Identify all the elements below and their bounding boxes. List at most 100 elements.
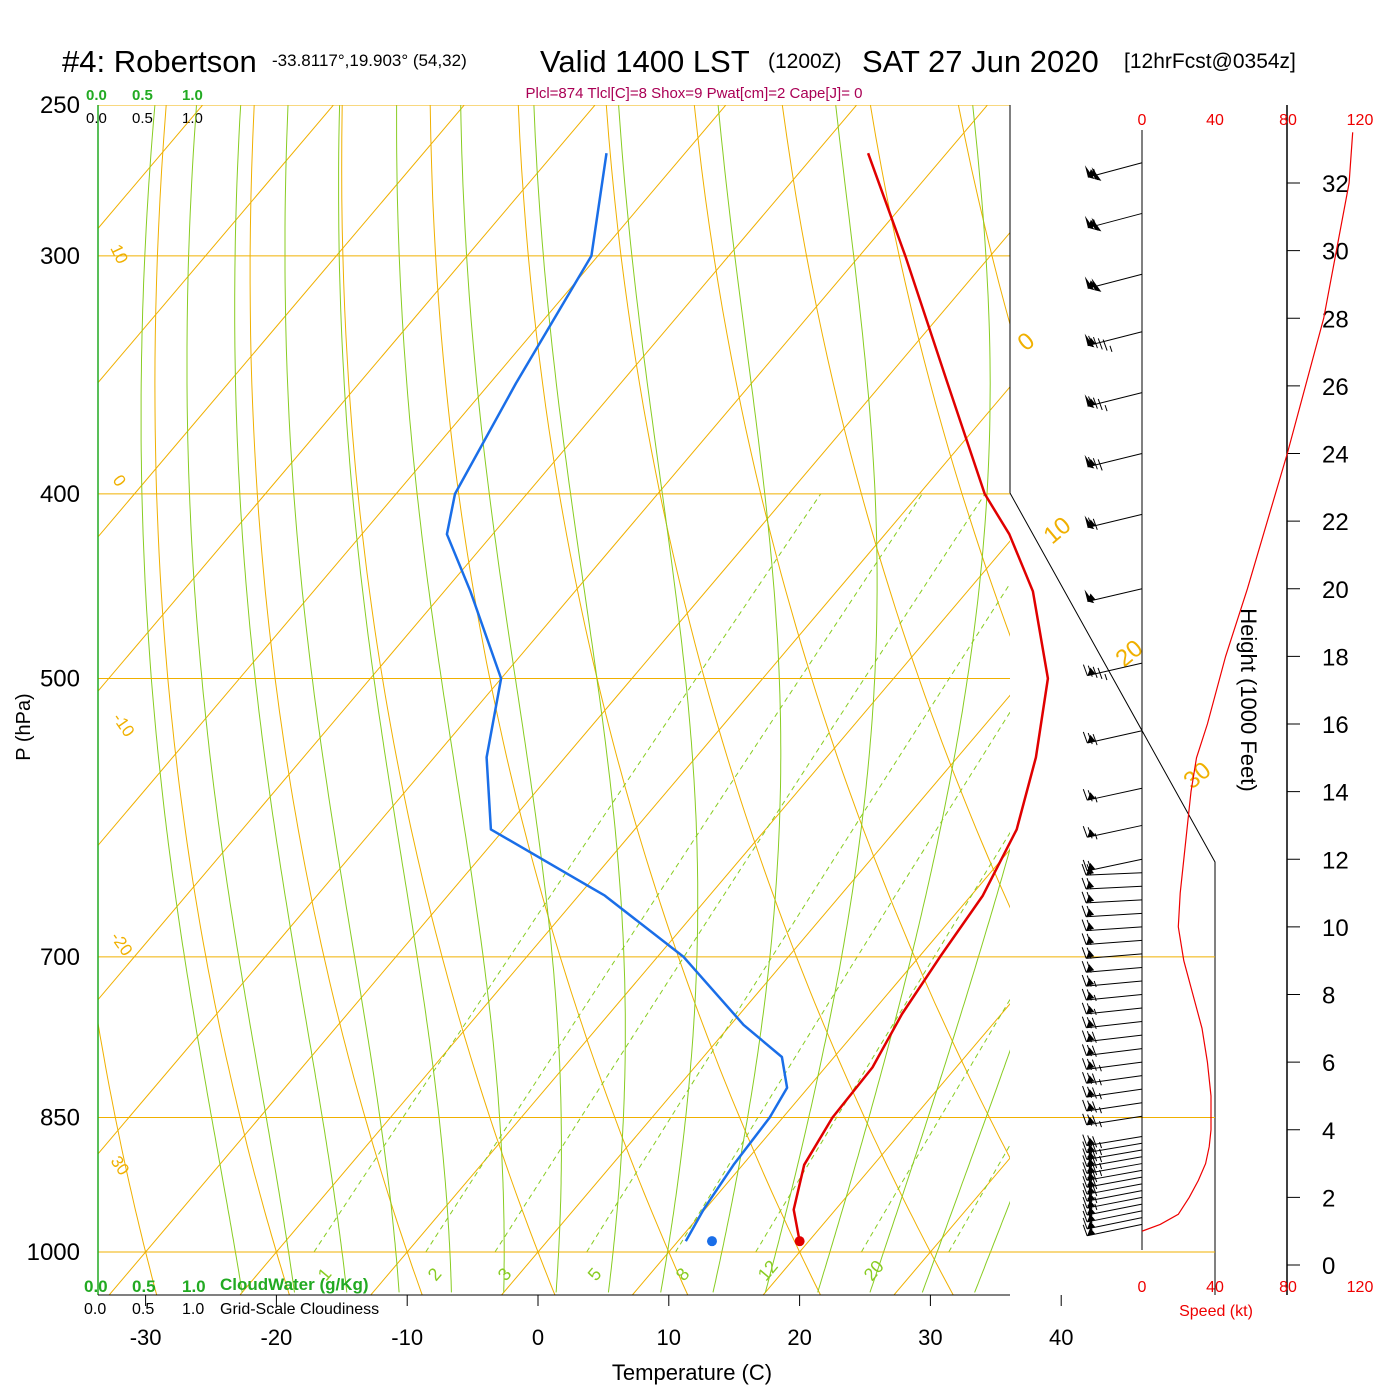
moist-adiabat-line [712,105,782,1293]
height-tick-label: 20 [1322,577,1349,604]
isotherm-line [98,105,989,1155]
x-tick-label: 30 [918,1325,942,1350]
mixing-ratio-label: 2 [424,1264,446,1285]
moist-adiabat-line [817,105,991,1293]
wind-barb-feather [1092,1163,1098,1176]
wind-barb-feather [1081,947,1087,959]
wind-barb-staff [1087,1217,1143,1230]
height-tick-label: 6 [1322,1050,1335,1077]
height-tick-label: 18 [1322,644,1349,671]
moist-adiabat-line [338,105,452,1293]
wind-barb-tip [1087,862,1096,871]
dry-adiabat-label: 0 [109,471,130,490]
wind-barb-half-feather [1098,1093,1102,1100]
wind-barb-feather [1081,1058,1087,1070]
wind-barb-half-feather [1099,1155,1103,1163]
dry-adiabat-line [1387,71,1400,1331]
wind-barb-half-feather [1098,1065,1102,1072]
isotherm-label: 20 [1111,635,1149,673]
top-black-tick: 1.0 [182,110,203,127]
wind-barb-staff [1086,1203,1143,1216]
isotherm-line [98,105,335,384]
wind-barb-half-feather [1104,404,1108,412]
wind-barb-tip [1087,219,1096,228]
wind-barb-feather [1081,877,1087,890]
zulu-time: (1200Z) [768,50,842,73]
moist-adiabat-line [234,105,348,1293]
wind-barb-tip [1086,964,1095,973]
height-tick-label: 8 [1322,983,1335,1010]
pressure-tick-label: 500 [40,666,80,693]
wind-barb-tip [1087,1193,1095,1202]
wind-barb-feather [1092,1143,1098,1155]
wind-barb-feather [1081,1030,1087,1042]
pressure-tick-label: 850 [40,1105,80,1132]
dewpoint-curve [445,153,789,1242]
top-cloudiness-scale: 0.0 0.5 1.0 [86,110,203,127]
isotherm-line [98,105,596,692]
valid-date: SAT 27 Jun 2020 [862,44,1099,79]
wind-barb-feather [1081,1016,1087,1028]
wind-barb-tip [1086,1116,1095,1125]
height-tick-label: 12 [1322,847,1349,874]
wind-barb-feather [1082,1072,1087,1084]
wind-barb-staff [1086,1156,1143,1167]
wind-barb-feather [1092,1150,1098,1162]
height-tick-label: 0 [1322,1253,1335,1280]
isotherm-line [631,848,1010,1295]
wind-barb-half-feather [1109,345,1113,352]
wind-barb-feather [1092,666,1098,679]
temperature-curve [792,152,1050,1242]
pressure-tick-label: 250 [40,92,80,119]
surface-temperature-dot [794,1236,805,1247]
moist-adiabat-line [764,105,878,1293]
dry-adiabat-line [1300,71,1400,1331]
wind-barb-feather [1082,1224,1088,1236]
bottom-black-tick: 0.5 [132,1301,154,1318]
wind-barb-feather [1081,974,1087,987]
mixing-ratio-line [425,493,923,1253]
speed-tick-bottom: 80 [1279,1279,1297,1296]
wind-barb-tip [1086,1061,1095,1070]
moist-adiabat-line [140,105,243,1293]
isotherm-line [1125,71,1400,1331]
mixing-ratio-line [675,711,1010,1253]
wind-barb-feather [1092,1156,1098,1169]
height-axis-title: Height (1000 Feet) [1236,608,1261,791]
mixing-ratio-line [860,998,1010,1253]
wind-barb-feather [1081,863,1087,876]
x-tick-label: 0 [532,1325,544,1350]
wind-barb-half-feather [1098,1079,1102,1086]
wind-barb-tip [1087,593,1096,602]
dry-adiabat-line [869,105,1010,637]
wind-barb-tip [1086,992,1095,1000]
wind-barb-feather [1092,397,1098,409]
wind-barb-flag [1084,589,1095,604]
wind-barb-feather [1091,1031,1097,1043]
height-tick-label: 4 [1322,1118,1335,1145]
wind-barb-feather [1082,789,1088,801]
isotherm-line [239,386,1010,1295]
dry-adiabat-line [98,1020,158,1295]
wind-barb-feather [1081,905,1087,917]
moist-adiabat-line [396,105,505,1293]
height-tick-label: 2 [1322,1185,1335,1212]
height-tick-label: 10 [1322,915,1349,942]
wind-barb-feather [1092,1177,1098,1190]
wind-barb-staff [1086,926,1143,932]
stability-indices: Plcl=874 Tlcl[C]=8 Shox=9 Pwat[cm]=2 Cap… [526,85,863,102]
wind-barb-staff [1086,953,1143,959]
wind-barb-half-feather [1098,1107,1102,1114]
wind-barb-half-feather [1094,1196,1098,1204]
height-tick-label: 28 [1322,306,1349,333]
wind-barb-tip [1087,1207,1096,1215]
wind-barb-feather [1097,338,1103,350]
height-tick-label: 14 [1322,780,1349,807]
wind-barb-tip [1086,1144,1095,1153]
wind-barb-feather [1093,168,1099,181]
top-black-tick: 0.5 [132,110,153,127]
wind-barb-tip [1086,1047,1095,1056]
wind-barb-feather [1092,518,1098,530]
speed-scale-top: 0 40 80 120 [1138,112,1374,129]
wind-barb-staff [1086,1169,1143,1181]
